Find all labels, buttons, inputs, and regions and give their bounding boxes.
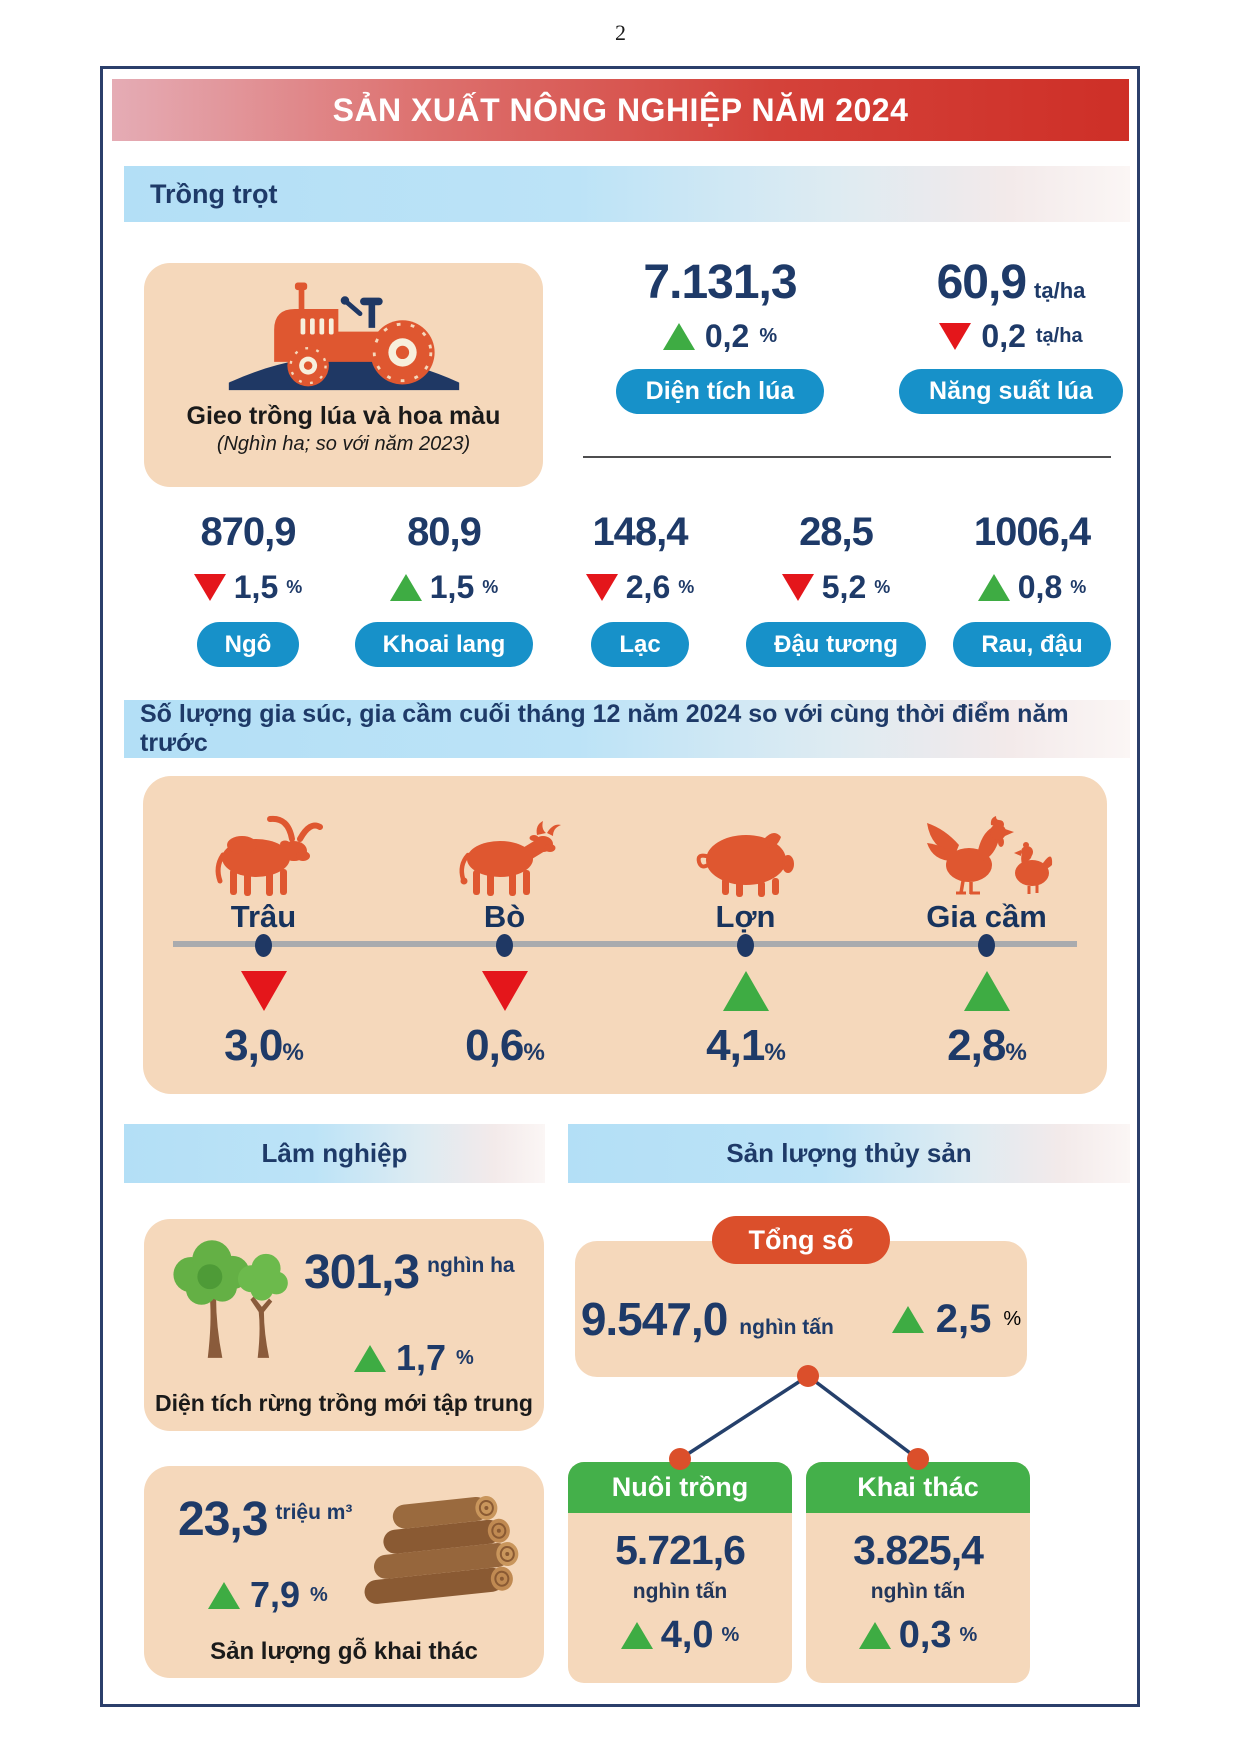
divider-line (583, 456, 1111, 458)
up-triangle-icon (891, 1305, 924, 1333)
up-triangle-icon (963, 971, 1010, 1011)
down-triangle-icon (939, 323, 972, 351)
fishery-connector-lines (669, 1365, 929, 1470)
wood-output-value: 23,3 triệu m³ (178, 1493, 353, 1546)
down-triangle-icon (481, 971, 528, 1011)
forest-area-change: 1,7% (354, 1337, 474, 1379)
wood-output-change: 7,9% (208, 1574, 328, 1616)
forest-area-caption: Diện tích rừng trồng mới tập trung (155, 1390, 533, 1416)
fishery-total-pill: Tổng số (712, 1216, 890, 1264)
stat-change: 0,2 tạ/ha (939, 318, 1083, 355)
fishery-total-stat: 9.547,0 nghìn tấn 2,5 % (580, 1293, 1022, 1345)
down-triangle-icon (585, 574, 618, 601)
trees-icon (173, 1240, 288, 1358)
livestock-poultry: Gia cầm 2,8% (866, 776, 1107, 1094)
buffalo-icon (215, 815, 323, 896)
fishery-child-header: Khai thác (806, 1462, 1030, 1513)
page-title: SẢN XUẤT NÔNG NGHIỆP NĂM 2024 (112, 79, 1129, 141)
intro-card-subtitle: (Nghìn ha; so với năm 2023) (216, 433, 471, 455)
livestock-card: Trâu 3,0% (143, 776, 1107, 1094)
timeline-line (173, 941, 1077, 947)
crop-label-pill: Đậu tương (746, 622, 926, 667)
crop-label-pill: Khoai lang (354, 622, 534, 667)
up-triangle-icon (620, 1622, 653, 1649)
wood-output-caption: Sản lượng gỗ khai thác (210, 1638, 478, 1665)
crop-label-pill: Ngô (196, 622, 300, 667)
rice-area-stat: 7.131,3 0,2 % Diện tích lúa (555, 255, 885, 415)
livestock-pig: Lợn 4,1% (625, 776, 866, 1094)
tractor-icon (228, 282, 459, 391)
crop-label-pill: Rau, đậu (953, 622, 1111, 667)
stat-label-pill: Diện tích lúa (615, 369, 825, 415)
up-triangle-icon (662, 323, 695, 351)
livestock-buffalo: Trâu 3,0% (143, 776, 384, 1094)
timeline-dot (255, 934, 272, 957)
page-number: 2 (615, 20, 626, 45)
fishery-total-card: Tổng số 9.547,0 nghìn tấn 2,5 % (575, 1216, 1027, 1377)
stat-value: 60,9 tạ/ha (936, 256, 1086, 309)
timeline-dot (978, 934, 995, 957)
crop-stat-ngo: 870,9 1,5% Ngô (150, 510, 346, 667)
timeline-dot (737, 934, 754, 957)
rice-yield-stat: 60,9 tạ/ha 0,2 tạ/ha Năng suất lúa (846, 255, 1176, 415)
fishery-aquaculture-card: Nuôi trồng 5.721,6 nghìn tấn 4,0% (568, 1462, 792, 1683)
down-triangle-icon (193, 574, 226, 601)
crop-label-pill: Lạc (591, 622, 689, 667)
crop-stat-dau-tuong: 28,5 5,2% Đậu tương (738, 510, 934, 667)
section-header-crops: Trồng trọt (124, 166, 1130, 222)
up-triangle-icon (354, 1344, 386, 1372)
up-triangle-icon (389, 574, 422, 601)
rice-crops-intro-card: Gieo trồng lúa và hoa màu (Nghìn ha; so … (144, 263, 543, 487)
connector-dot (797, 1365, 819, 1387)
forest-area-card: 301,3 nghìn ha 1,7% Diện tích rừng trồng … (144, 1219, 544, 1431)
livestock-cow: Bò 0,6% (384, 776, 625, 1094)
timeline-dot (496, 934, 513, 957)
crop-stat-lac: 148,4 2,6% Lạc (542, 510, 738, 667)
up-triangle-icon (977, 574, 1010, 601)
forest-area-value: 301,3 nghìn ha (304, 1246, 515, 1299)
wood-output-card: 23,3 triệu m³ 7,9% Sản lượng gỗ khai thác (144, 1466, 544, 1678)
section-header-forestry: Lâm nghiệp (124, 1124, 545, 1183)
logs-icon (364, 1495, 519, 1604)
poultry-icon (927, 816, 1053, 895)
crops-row: 870,9 1,5% Ngô 80,9 1,5% Khoai lang 148,… (150, 510, 1130, 667)
up-triangle-icon (208, 1581, 240, 1609)
up-triangle-icon (722, 971, 769, 1011)
connector-dot (669, 1448, 691, 1470)
stat-label-pill: Năng suất lúa (899, 369, 1123, 415)
stat-value: 7.131,3 (643, 256, 797, 309)
crop-stat-rau-dau: 1006,4 0,8% Rau, đậu (934, 510, 1130, 667)
down-triangle-icon (240, 971, 287, 1011)
crop-stat-khoai-lang: 80,9 1,5% Khoai lang (346, 510, 542, 667)
cow-icon (459, 821, 561, 896)
stat-change: 0,2 % (662, 318, 777, 355)
fishery-capture-card: Khai thác 3.825,4 nghìn tấn 0,3% (806, 1462, 1030, 1683)
fishery-child-header: Nuôi trồng (568, 1462, 792, 1513)
connector-dot (907, 1448, 929, 1470)
down-triangle-icon (781, 574, 814, 601)
up-triangle-icon (858, 1622, 891, 1649)
intro-card-title: Gieo trồng lúa và hoa màu (186, 402, 501, 430)
section-header-fishery: Sản lượng thủy sản (568, 1124, 1130, 1183)
pig-icon (696, 832, 794, 897)
section-header-livestock: Số lượng gia súc, gia cầm cuối tháng 12 … (124, 700, 1130, 758)
